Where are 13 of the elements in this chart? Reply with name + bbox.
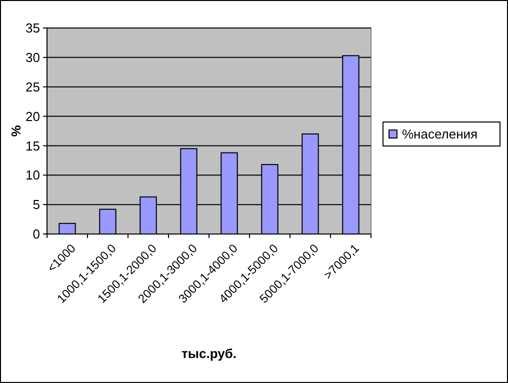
y-tick-label: 10	[26, 168, 40, 183]
y-axis-title: %	[8, 124, 24, 137]
y-tick-label: 30	[26, 50, 40, 65]
y-tick-label: 5	[32, 197, 40, 212]
y-tick-label: 25	[26, 79, 40, 94]
legend-label: %населения	[402, 126, 478, 142]
bar	[99, 208, 116, 234]
bar	[58, 222, 76, 234]
y-tick-label: 20	[26, 108, 40, 124]
y-tick-label: 0	[32, 226, 40, 242]
x-axis-title: тыс.руб.	[182, 346, 236, 361]
y-tick-label: 15	[26, 138, 40, 154]
y-tick-label: 35	[26, 20, 40, 36]
